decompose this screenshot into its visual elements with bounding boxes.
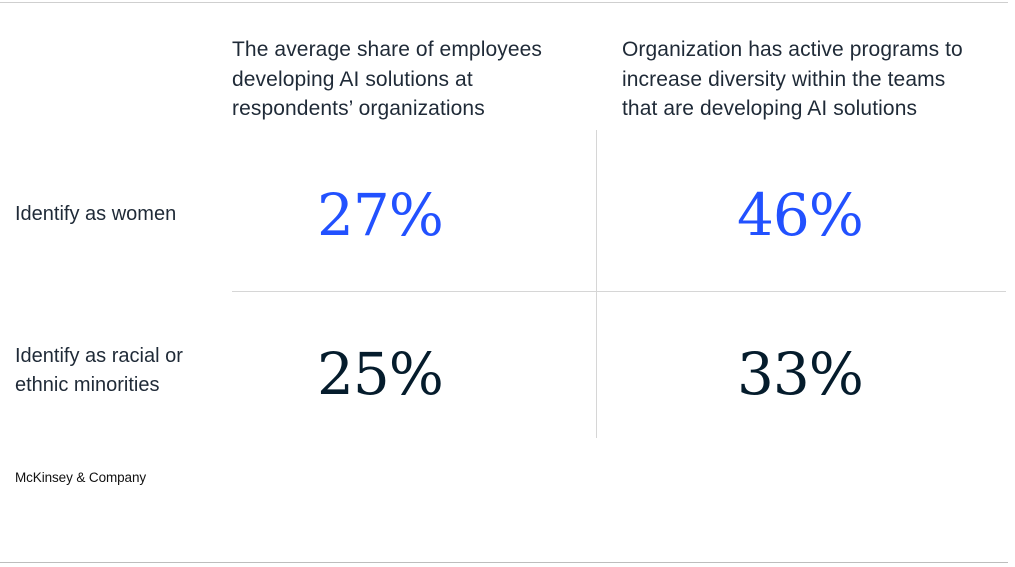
- row-divider: [232, 291, 1006, 292]
- column-header-employees-share: The average share of employees developin…: [232, 38, 543, 120]
- value-minorities-diversity-programs: 33%: [737, 340, 864, 408]
- row-label-women: Identify as women: [15, 203, 177, 225]
- source-credit: McKinsey & Company: [15, 470, 146, 485]
- bottom-rule: [0, 562, 1008, 563]
- column-header-diversity-programs: Organization has active programs to incr…: [622, 38, 963, 120]
- row-label-minorities: Identify as racial or ethnic minorities: [15, 345, 183, 396]
- value-minorities-employees-share: 25%: [317, 340, 444, 408]
- value-women-diversity-programs: 46%: [737, 181, 864, 249]
- column-divider: [596, 130, 597, 438]
- top-rule: [0, 2, 1008, 3]
- value-women-employees-share: 27%: [317, 181, 444, 249]
